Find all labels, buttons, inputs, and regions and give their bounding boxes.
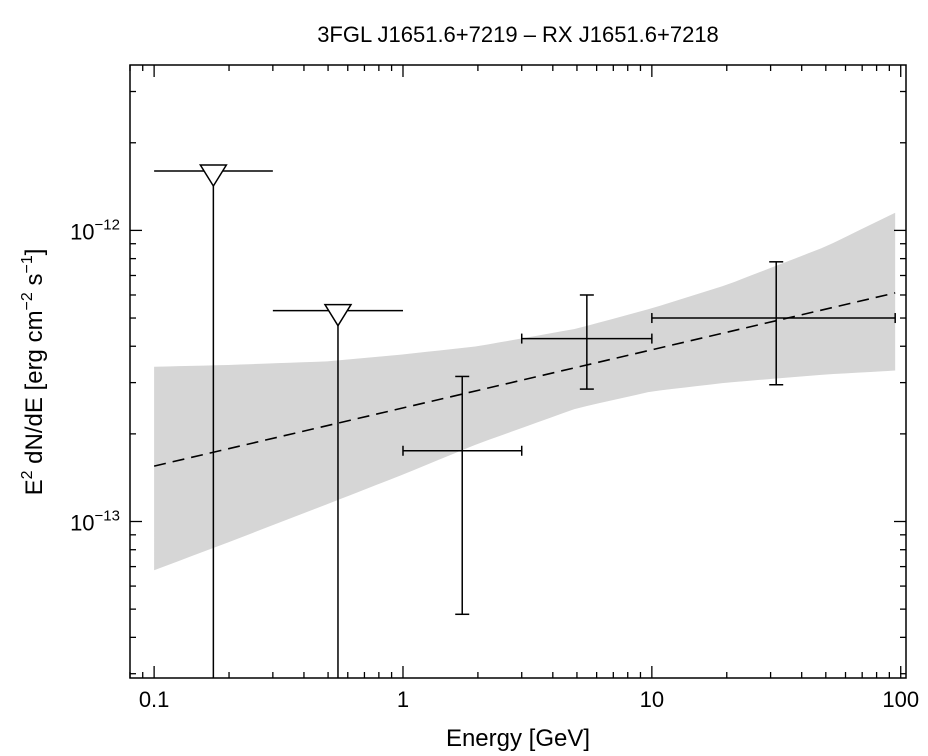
upper-limit-marker	[323, 303, 353, 328]
data-point-1	[402, 375, 523, 616]
upper-limit-2	[272, 303, 403, 678]
upper-limit-marker	[199, 164, 228, 188]
plot-area	[153, 164, 896, 678]
x-tick-label: 100	[882, 687, 919, 712]
y-tick-label: 10−13	[70, 508, 120, 536]
y-axis-label: E2 dN/dE [erg cm−2 s−1]	[19, 249, 48, 496]
x-tick-label: 1	[397, 687, 409, 712]
chart-title: 3FGL J1651.6+7219 – RX J1651.6+7218	[317, 22, 719, 47]
x-tick-label: 10	[640, 687, 664, 712]
data-point-3	[651, 261, 896, 386]
y-tick-label: 10−12	[70, 216, 120, 244]
butterfly-band	[154, 212, 896, 571]
axis-ticks	[129, 65, 906, 678]
data-point-2	[520, 294, 653, 390]
model-line	[153, 292, 896, 467]
plot-frame	[129, 64, 907, 679]
upper-limit-1	[154, 164, 273, 678]
x-axis-label: Energy [GeV]	[446, 725, 590, 752]
x-tick-label: 0.1	[139, 687, 170, 712]
